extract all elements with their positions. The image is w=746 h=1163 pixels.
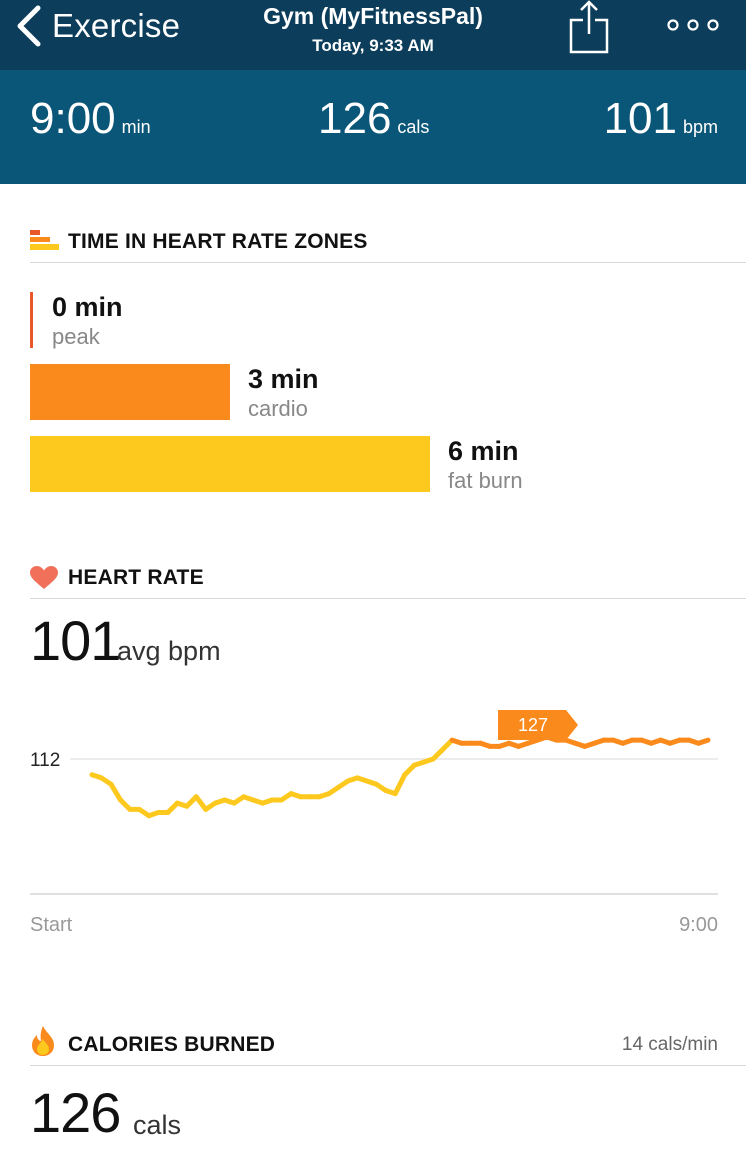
nav-bar: Exercise Gym (MyFitnessPal) Today, 9:33 … bbox=[0, 0, 746, 70]
heart-rate-segment bbox=[193, 794, 209, 812]
zone-bar-cardio bbox=[30, 364, 230, 420]
zones-title: TIME IN HEART RATE ZONES bbox=[68, 230, 368, 253]
heart-rate-segment bbox=[108, 781, 123, 803]
zone-peak-label: peak bbox=[52, 324, 100, 349]
calories-burned-value: 126 bbox=[30, 1081, 121, 1144]
heart-rate-chart: 112 127 bbox=[30, 710, 718, 895]
more-button[interactable] bbox=[664, 14, 722, 41]
heart-rate-header: HEART RATE bbox=[30, 558, 746, 599]
more-dots-icon bbox=[667, 19, 719, 31]
heart-rate-segment bbox=[696, 737, 711, 746]
avg-bpm-unit: avg bpm bbox=[117, 636, 221, 666]
calories-value: 126 bbox=[318, 94, 392, 143]
calories-stat: 126 cals bbox=[318, 94, 429, 144]
flame-icon bbox=[32, 1026, 54, 1056]
heart-rate-series bbox=[89, 734, 711, 819]
back-button[interactable]: Exercise bbox=[16, 4, 180, 48]
avg-bpm-value: 101 bbox=[30, 609, 121, 672]
calories-burned-unit: cals bbox=[133, 1110, 182, 1140]
heart-icon bbox=[30, 566, 58, 589]
heart-rate-segment bbox=[392, 772, 408, 797]
zone-fat-burn-label: fat burn bbox=[448, 468, 523, 493]
duration-stat: 9:00 min bbox=[30, 94, 151, 144]
chevron-left-icon bbox=[17, 5, 41, 47]
peak-marker: 127 bbox=[498, 710, 578, 740]
duration-unit: min bbox=[121, 117, 151, 137]
calories-title: CALORIES BURNED bbox=[68, 1033, 276, 1056]
zone-cardio-value: 3 min bbox=[248, 364, 319, 394]
zone-bar-peak bbox=[30, 292, 33, 348]
x-axis-start-label: Start bbox=[30, 914, 73, 936]
zones-bars-icon bbox=[30, 230, 59, 250]
zone-peak-value: 0 min bbox=[52, 292, 123, 322]
heart-rate-value: 101 bbox=[603, 94, 677, 143]
zone-fat-burn-value: 6 min bbox=[448, 436, 519, 466]
peak-marker-label: 127 bbox=[518, 715, 548, 735]
back-label: Exercise bbox=[52, 7, 181, 44]
x-axis-end-label: 9:00 bbox=[679, 914, 718, 936]
heart-rate-stat: 101 bpm bbox=[604, 94, 718, 144]
calories-header: CALORIES BURNED 14 cals/min bbox=[30, 1025, 746, 1066]
zones-header: TIME IN HEART RATE ZONES bbox=[30, 222, 746, 263]
calories-rate: 14 cals/min bbox=[621, 1034, 718, 1055]
share-button[interactable] bbox=[566, 0, 612, 61]
calories-unit: cals bbox=[397, 117, 430, 137]
zone-bar-fat-burn bbox=[30, 436, 430, 492]
heart-rate-title: HEART RATE bbox=[68, 566, 204, 589]
duration-value: 9:00 bbox=[30, 94, 116, 143]
heart-rate-unit: bpm bbox=[682, 117, 718, 137]
zone-cardio-label: cardio bbox=[248, 396, 308, 421]
summary-stats: 9:00 min 126 cals 101 bpm bbox=[0, 70, 746, 184]
share-icon bbox=[569, 0, 609, 54]
reference-label: 112 bbox=[30, 750, 60, 771]
